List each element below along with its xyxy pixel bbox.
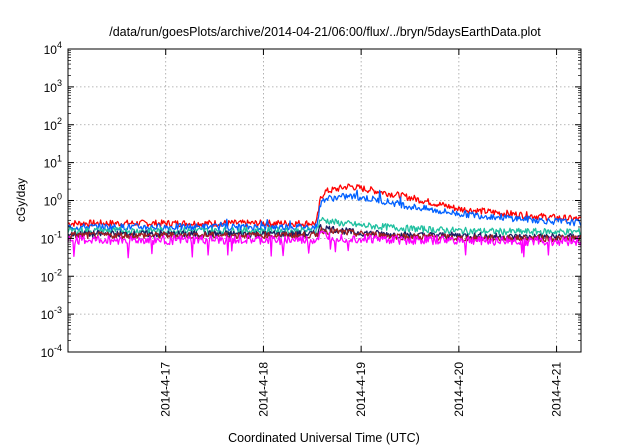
y-tick-label: 10-2 (41, 267, 62, 284)
y-axis-label: cGy/day (14, 178, 28, 222)
y-tick-label: 103 (44, 78, 62, 95)
y-tick-label: 100 (44, 192, 62, 209)
y-tick-label: 10-3 (41, 305, 62, 322)
x-tick-label: 2014-4-18 (256, 362, 270, 417)
y-tick-label: 102 (44, 116, 62, 133)
y-tick-label: 101 (44, 154, 62, 171)
chart-title: /data/run/goesPlots/archive/2014-04-21/0… (109, 25, 541, 39)
y-tick-label: 10-1 (41, 229, 62, 246)
series-line (67, 183, 582, 228)
series-line (67, 216, 582, 236)
axis-ticks: 10-4 10-3 10-2 10-1 100 101 102 103 104 2014-4-17… (41, 40, 581, 417)
x-tick-label: 2014-4-20 (452, 362, 466, 417)
x-tick-label: 2014-4-21 (550, 362, 564, 417)
x-tick-label: 2014-4-19 (354, 362, 368, 417)
x-tick-label: 2014-4-17 (159, 362, 173, 417)
series-line (67, 189, 582, 232)
series-lines (67, 183, 582, 259)
y-tick-label: 10-4 (41, 343, 62, 360)
y-tick-label: 104 (44, 40, 62, 57)
series-line (67, 230, 582, 259)
x-axis-label: Coordinated Universal Time (UTC) (228, 431, 420, 445)
